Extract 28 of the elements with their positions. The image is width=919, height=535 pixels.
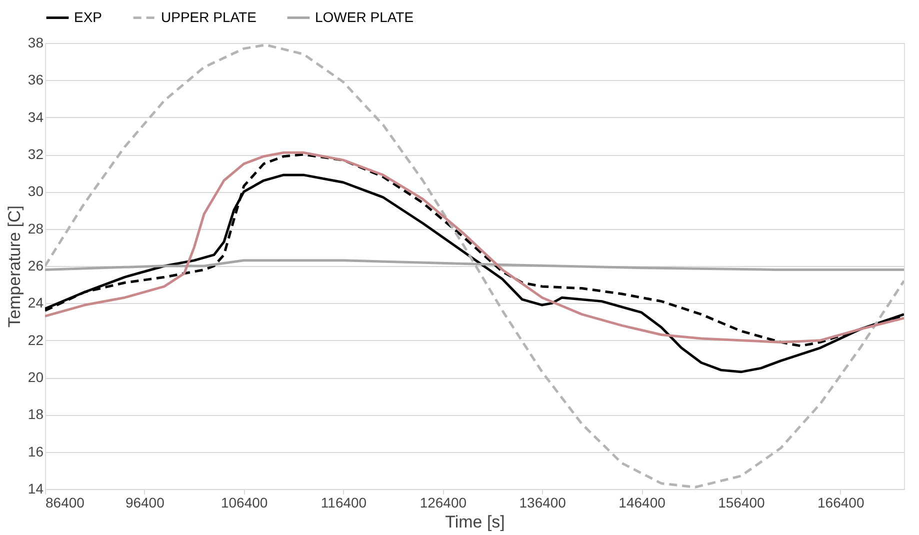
legend-label: LOWER PLATE [315,8,414,25]
y-tick-label: 20 [28,369,44,385]
x-tick-label: 136400 [519,494,566,510]
y-tick-label: 16 [28,443,44,460]
x-axis-title: Time [s] [445,512,505,532]
y-tick-label: 38 [28,34,44,50]
legend-label: EXP [74,8,102,25]
y-tick-label: 30 [28,183,44,200]
y-tick-label: 26 [28,258,44,274]
y-tick-label: 24 [28,294,44,311]
x-tick-label: 96400 [125,494,165,510]
y-axis-title: Temperature [C] [4,206,24,328]
y-tick-label: 32 [28,146,44,162]
legend-label: UPPER PLATE [161,8,256,25]
x-tick-label: 106400 [220,494,268,510]
y-tick-label: 28 [28,220,44,236]
x-tick-label: 166400 [818,494,864,510]
line-series [45,259,904,271]
x-tick-label: 156400 [718,494,766,510]
y-tick-label: 22 [28,332,44,348]
y-tick-label: 34 [28,108,44,125]
y-tick-label: 18 [28,406,44,422]
x-tick-label: 116400 [320,494,367,510]
x-tick-label: 126400 [420,494,467,510]
y-tick-label: 36 [28,72,44,88]
x-tick-label: 86400 [46,494,85,510]
x-tick-label: 146400 [618,494,666,510]
y-tick-label: 14 [28,480,44,496]
